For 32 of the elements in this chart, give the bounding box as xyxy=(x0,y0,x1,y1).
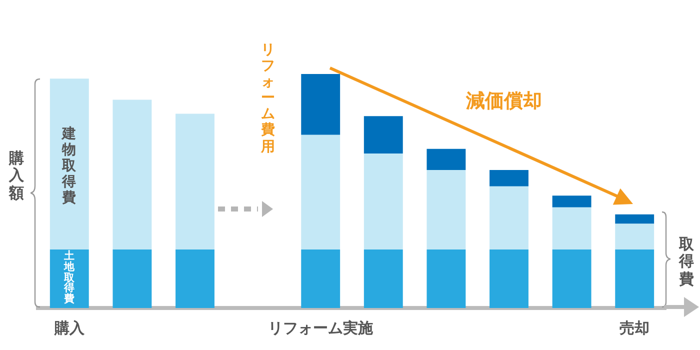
bar xyxy=(490,186,528,250)
bar xyxy=(552,196,592,208)
text: 取得費 xyxy=(679,235,694,288)
annotation: 土地取得費 xyxy=(64,250,75,306)
bar xyxy=(615,214,654,224)
bar xyxy=(552,207,592,250)
bar xyxy=(364,154,403,250)
bar xyxy=(112,100,152,250)
bar xyxy=(364,250,403,308)
bar xyxy=(426,250,466,308)
bar xyxy=(112,250,152,308)
bar xyxy=(301,250,340,308)
bar xyxy=(301,134,340,250)
bar xyxy=(176,114,214,250)
annotation: リフォーム費用 xyxy=(261,42,275,155)
annotation: 減価償却 xyxy=(466,90,542,114)
bar xyxy=(426,170,466,250)
x-tick-label: 売却 xyxy=(620,318,650,337)
bar xyxy=(426,148,466,170)
x-tick-label: リフォーム実施 xyxy=(268,318,374,337)
bar xyxy=(364,116,403,154)
bar xyxy=(552,250,592,308)
annotation: 建物取得費 xyxy=(62,126,76,206)
text: 購入額 xyxy=(9,149,24,202)
bar xyxy=(176,250,214,308)
bar xyxy=(490,250,528,308)
bar xyxy=(490,170,528,186)
x-tick-label: 購入 xyxy=(53,318,86,337)
bar xyxy=(50,78,89,250)
bar xyxy=(615,250,654,308)
bar xyxy=(615,224,654,250)
bar xyxy=(301,74,340,135)
